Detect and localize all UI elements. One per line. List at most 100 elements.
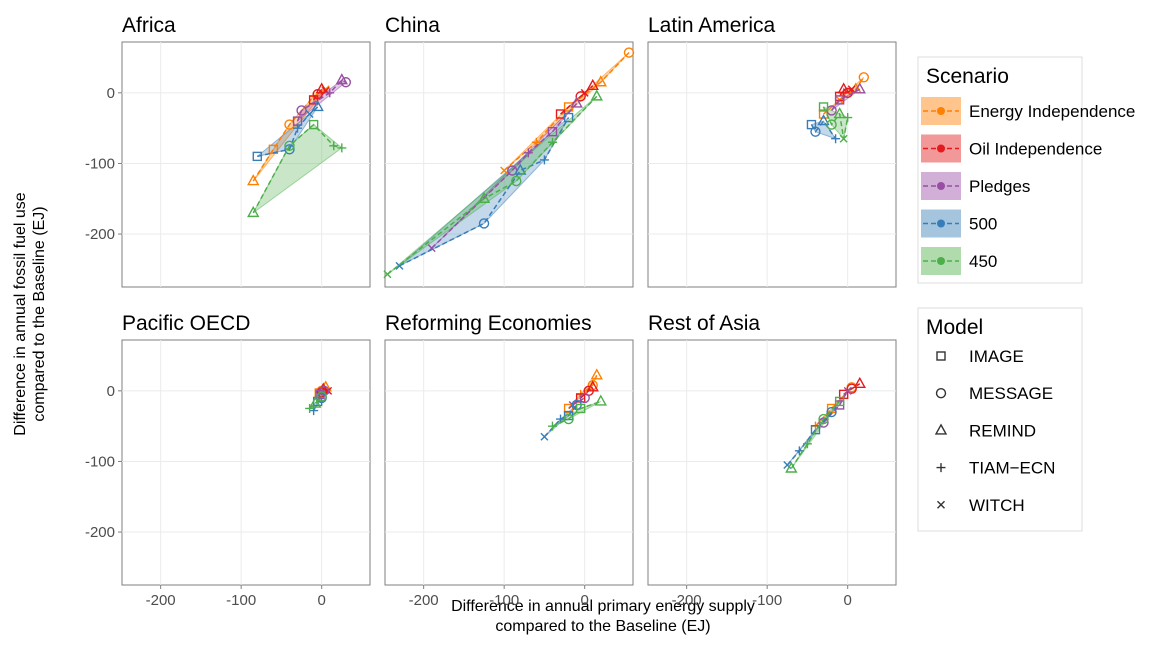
y-tick-label: -100 <box>85 155 115 172</box>
point <box>818 102 829 112</box>
series-line <box>313 88 326 101</box>
x-tick-label: -200 <box>146 592 176 609</box>
point <box>580 88 589 97</box>
legend-box <box>917 307 1083 532</box>
point <box>847 85 856 94</box>
legend-label: 500 <box>969 215 997 234</box>
point <box>839 134 848 143</box>
legend-label: REMIND <box>969 421 1036 440</box>
legend-key <box>936 463 946 473</box>
legend-key <box>936 351 946 361</box>
x-tick-label: -100 <box>489 592 519 609</box>
point <box>511 175 522 187</box>
point <box>316 391 327 402</box>
point <box>247 205 260 218</box>
x-tick-label: -100 <box>226 592 256 609</box>
point <box>826 119 837 130</box>
point <box>590 89 603 101</box>
legend-label: Energy Independence <box>969 102 1135 121</box>
facet-title: Latin America <box>648 14 776 37</box>
x-tick-label: 0 <box>581 592 589 609</box>
point <box>311 100 324 112</box>
y-axis-label: compared to the Baseline (EJ) <box>31 206 48 421</box>
facet-title: Africa <box>122 14 176 37</box>
legend-label: 450 <box>969 252 997 271</box>
point <box>817 114 830 126</box>
point <box>831 134 841 144</box>
legend-key <box>937 257 945 265</box>
y-tick-label: 0 <box>107 85 115 102</box>
point <box>547 137 557 147</box>
point <box>563 403 574 414</box>
point <box>853 376 866 388</box>
point <box>340 77 352 88</box>
point <box>284 140 295 151</box>
point <box>523 148 533 158</box>
y-tick-label: 0 <box>107 383 115 400</box>
point <box>329 141 339 151</box>
point <box>590 368 603 380</box>
point <box>247 174 260 186</box>
legend-key <box>937 107 945 115</box>
series-line <box>822 106 849 139</box>
legend-label: WITCH <box>969 496 1025 515</box>
series-line <box>252 123 343 214</box>
point <box>383 270 392 279</box>
point <box>785 461 798 473</box>
point <box>833 107 846 119</box>
legend-box <box>917 56 1083 284</box>
point <box>834 95 845 105</box>
legend-label: Pledges <box>969 177 1030 196</box>
point <box>563 112 574 123</box>
legend-key <box>937 219 945 228</box>
point <box>540 432 549 441</box>
facet-title: Rest of Asia <box>648 312 760 335</box>
panel <box>121 41 371 288</box>
point <box>539 155 549 165</box>
series-line <box>321 388 329 393</box>
point <box>586 78 599 90</box>
point <box>309 396 322 408</box>
panel <box>647 339 897 586</box>
x-tick-label: 0 <box>844 592 852 609</box>
point <box>818 413 829 425</box>
facet-title: Pacific OECD <box>122 312 250 335</box>
point <box>296 105 307 116</box>
point <box>810 424 821 435</box>
x-tick-label: -200 <box>409 592 439 609</box>
point <box>514 163 527 175</box>
point <box>623 47 635 58</box>
legend-title: Scenario <box>926 65 1009 88</box>
point <box>802 439 812 449</box>
legend-label: MESSAGE <box>969 384 1053 403</box>
point <box>337 143 347 153</box>
point <box>594 75 607 87</box>
point <box>843 113 853 123</box>
point <box>308 119 319 130</box>
x-axis-label: compared to the Baseline (EJ) <box>495 618 710 635</box>
point <box>305 403 315 413</box>
legend-label: IMAGE <box>969 347 1024 366</box>
point <box>586 380 599 392</box>
point <box>575 91 586 102</box>
legend-label: Oil Independence <box>969 140 1102 159</box>
point <box>579 392 590 404</box>
facet-title: China <box>385 14 440 37</box>
point <box>547 126 558 137</box>
x-tick-label: -200 <box>672 592 702 609</box>
series-line <box>552 400 602 427</box>
legend-key <box>937 500 945 509</box>
point <box>293 123 303 133</box>
legend-label: TIAM−ECN <box>969 459 1055 478</box>
point <box>252 151 262 162</box>
y-tick-label: -200 <box>85 524 115 541</box>
point <box>547 421 557 431</box>
point <box>305 110 314 119</box>
x-tick-label: -100 <box>752 592 782 609</box>
point <box>846 383 857 394</box>
point <box>834 396 845 407</box>
point <box>826 406 837 418</box>
panel <box>121 339 371 586</box>
point <box>477 191 491 203</box>
point <box>325 88 335 98</box>
